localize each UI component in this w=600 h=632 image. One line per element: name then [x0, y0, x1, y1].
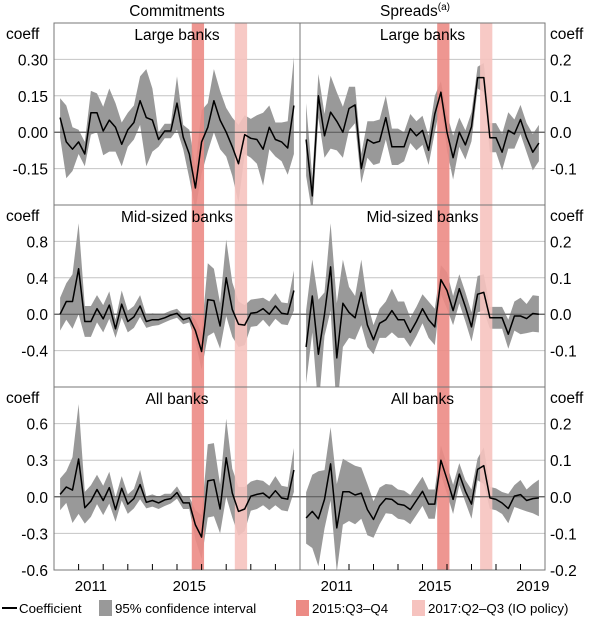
- legend-band1-label: 2015:Q3–Q4: [312, 601, 388, 616]
- panel-plot-area: [54, 23, 300, 210]
- x-tick-label: 2015: [418, 578, 451, 595]
- y-tick-label: 0.15: [18, 89, 48, 106]
- y-unit-label: coeff: [6, 390, 40, 407]
- legend-band1-swatch: [296, 600, 309, 616]
- y-tick-label: 0.2: [550, 234, 572, 251]
- shaded-period-2: [235, 205, 247, 387]
- panel-left-0: 0.30 0.15 0.00 -0.15 coeff Large banks: [6, 23, 300, 210]
- y-unit-label: coeff: [550, 26, 584, 43]
- y-tick-label: -0.1: [550, 162, 577, 179]
- y-unit-label: coeff: [6, 26, 40, 43]
- confidence-interval-band: [306, 63, 539, 214]
- legend-band2-label: 2017:Q2–Q3 (IO policy): [428, 601, 568, 616]
- y-tick-label: 0.1: [550, 453, 572, 470]
- legend-band2-swatch: [412, 600, 425, 616]
- panel-left-1: 0.8 0.4 0.0 -0.4 coeff Mid-sized banks: [6, 205, 300, 387]
- y-tick-label: 0.6: [26, 417, 48, 434]
- panel-plot-area: [54, 387, 300, 570]
- panel-plot-area: [300, 205, 545, 413]
- legend-ci-label: 95% confidence interval: [115, 601, 256, 616]
- panel-title: Large banks: [380, 27, 466, 44]
- panel-frame: [54, 205, 300, 387]
- panel-plot-area: [300, 23, 545, 214]
- panel-title: Mid-sized banks: [121, 209, 233, 226]
- y-tick-label: -0.1: [550, 526, 577, 543]
- y-unit-label: coeff: [550, 390, 584, 407]
- shaded-period-1: [437, 23, 449, 205]
- shaded-period-2: [235, 387, 247, 570]
- panel-title: Large banks: [134, 27, 220, 44]
- spreads-title-text: Spreads: [380, 3, 438, 20]
- x-tick-label: 2011: [75, 578, 107, 595]
- x-tick-label: 2019: [516, 578, 549, 595]
- shaded-period-1: [192, 387, 204, 570]
- panel-right-2: 0.2 0.1 0.0 -0.1 -0.2 coeff All banks 2011 2015 2…: [300, 387, 584, 595]
- panel-right-1: 0.2 0.1 0.0 -0.1 coeff Mid-sized banks: [300, 205, 584, 413]
- shaded-period-2: [235, 23, 247, 205]
- y-tick-label: 0.3: [26, 453, 48, 470]
- y-tick-label: -0.1: [550, 344, 577, 361]
- y-tick-label: -0.6: [21, 563, 48, 580]
- y-tick-label: 0.0: [550, 490, 572, 507]
- shaded-period-1: [192, 205, 204, 387]
- y-tick-label: 0.0: [26, 490, 48, 507]
- y-tick-label: 0.1: [550, 271, 572, 288]
- panel-plot-area: [54, 205, 300, 387]
- y-tick-label: -0.4: [21, 344, 48, 361]
- confidence-interval-band: [60, 223, 294, 370]
- panel-plot-area: [300, 387, 545, 572]
- panel-right-0: 0.2 0.1 0.0 -0.1 coeff Large banks: [300, 23, 584, 214]
- legend-coefficient-label: Coefficient: [19, 601, 82, 616]
- panel-title: Mid-sized banks: [367, 209, 479, 226]
- legend-ci-swatch: [99, 600, 112, 616]
- panel-title: All banks: [391, 391, 454, 408]
- confidence-interval-band: [60, 404, 294, 559]
- y-unit-label: coeff: [6, 208, 40, 225]
- confidence-interval-band: [60, 57, 294, 210]
- y-tick-label: 0.2: [550, 52, 572, 69]
- panel-left-2: 0.6 0.3 0.0 -0.3 -0.6 coeff All banks 2011 2015: [6, 387, 300, 595]
- y-tick-label: 0.2: [550, 417, 572, 434]
- x-tick-label: 2015: [173, 578, 206, 595]
- spreads-superscript: (a): [438, 2, 450, 13]
- column-title-commitments: Commitments: [129, 3, 225, 20]
- y-tick-label: -0.2: [550, 563, 577, 580]
- y-unit-label: coeff: [550, 208, 584, 225]
- y-tick-label: 0.0: [26, 307, 48, 324]
- y-tick-label: 0.0: [550, 125, 572, 142]
- y-tick-label: 0.00: [18, 125, 49, 142]
- legend: Coefficient 95% confidence interval 2015…: [2, 600, 568, 616]
- y-tick-label: -0.15: [13, 162, 48, 179]
- shaded-period-2: [480, 23, 492, 205]
- y-tick-label: 0.1: [550, 89, 572, 106]
- y-tick-label: 0.30: [18, 52, 49, 69]
- y-tick-label: 0.8: [26, 234, 48, 251]
- x-tick-label: 2011: [321, 578, 353, 595]
- panel-title: All banks: [146, 391, 209, 408]
- shaded-period-2: [480, 205, 492, 387]
- column-title-spreads: Spreads(a): [380, 2, 450, 20]
- panel-frame: [54, 387, 300, 570]
- y-tick-label: -0.3: [21, 526, 48, 543]
- y-tick-label: 0.0: [550, 307, 572, 324]
- y-tick-label: 0.4: [26, 271, 48, 288]
